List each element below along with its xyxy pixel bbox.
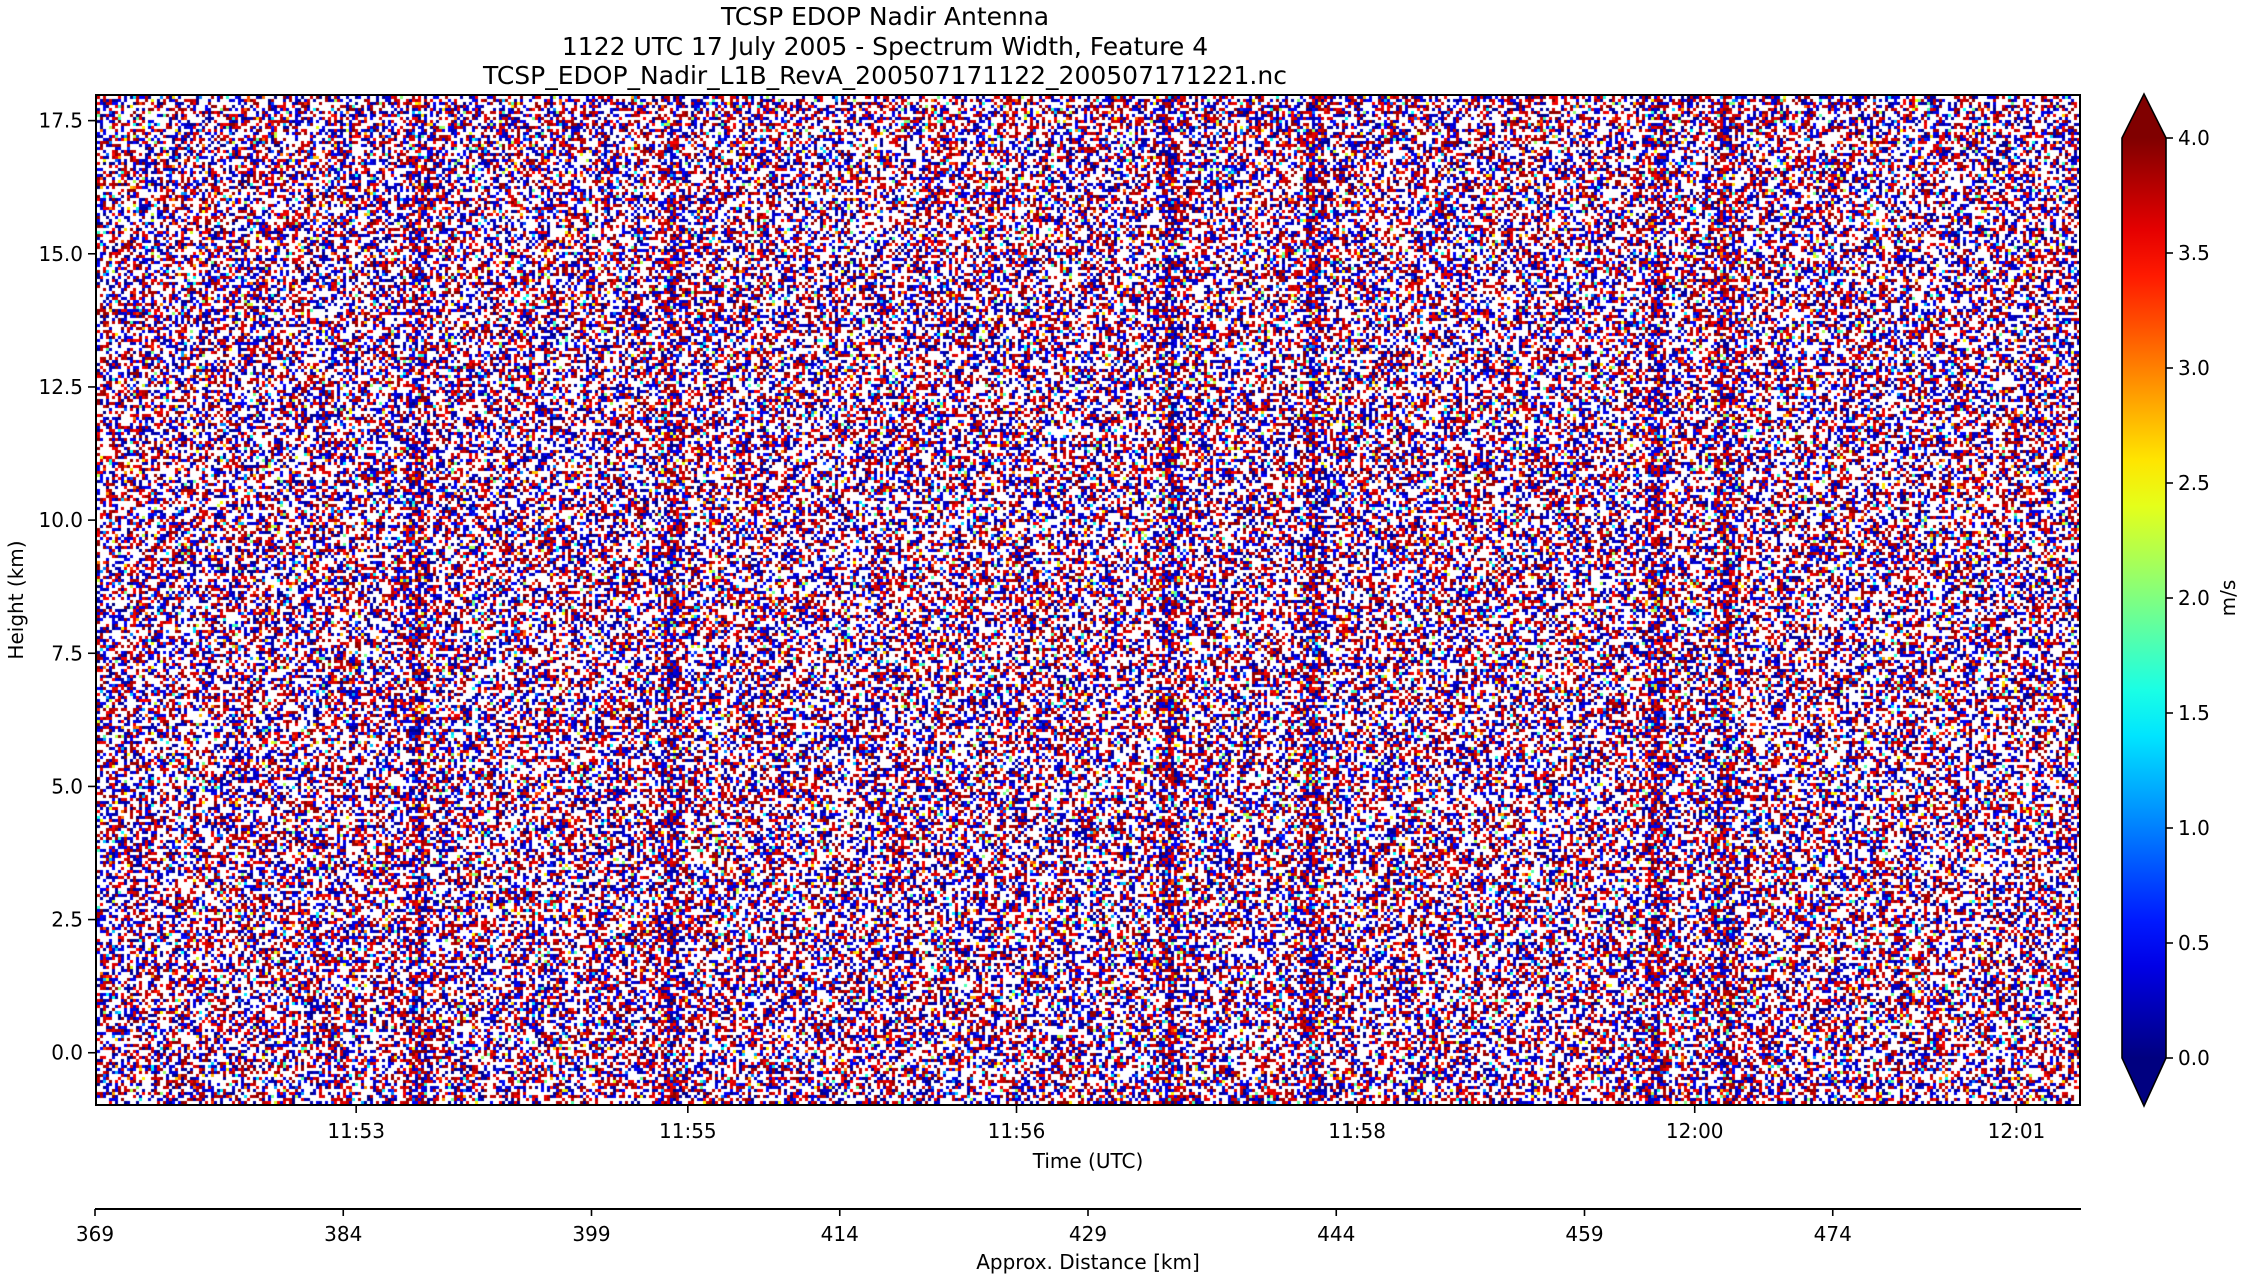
colorbar-gradient — [2122, 138, 2166, 1058]
spectrum-width-heatmap — [97, 96, 2079, 1104]
x-tick-label: 11:58 — [1328, 1119, 1386, 1143]
y-tick-label: 5.0 — [51, 774, 83, 798]
distance-axis-label: Approx. Distance [km] — [976, 1250, 1200, 1274]
colorbar-tick-label: 0.0 — [2178, 1046, 2210, 1070]
colorbar: 0.0 0.5 1.0 1.5 2.0 2.5 3.0 3.5 4.0 m/s — [2121, 92, 2240, 1108]
colorbar-tick-label: 1.0 — [2178, 816, 2210, 840]
y-tick-label: 7.5 — [51, 641, 83, 665]
colorbar-tick-label: 0.5 — [2178, 931, 2210, 955]
distance-tick-label: 369 — [76, 1222, 114, 1246]
y-tick-label: 10.0 — [38, 508, 83, 532]
x-tick-label: 11:55 — [659, 1119, 717, 1143]
colorbar-tick-label: 4.0 — [2178, 126, 2210, 150]
y-tick-label: 15.0 — [38, 242, 83, 266]
distance-tick-label: 399 — [572, 1222, 610, 1246]
y-tick-label: 0.0 — [51, 1041, 83, 1065]
colorbar-tick-label: 2.5 — [2178, 471, 2210, 495]
x-tick-label: 11:56 — [988, 1119, 1046, 1143]
distance-tick-label: 444 — [1317, 1222, 1355, 1246]
distance-tick-label: 474 — [1814, 1222, 1852, 1246]
chart-title-line-3: TCSP_EDOP_Nadir_L1B_RevA_200507171122_20… — [483, 61, 1287, 90]
distance-tick-label: 384 — [324, 1222, 362, 1246]
y-tick-label: 12.5 — [38, 375, 83, 399]
distance-tick-label: 429 — [1069, 1222, 1107, 1246]
x-tick-label: 12:00 — [1666, 1119, 1724, 1143]
chart-title-line-2: 1122 UTC 17 July 2005 - Spectrum Width, … — [561, 32, 1209, 61]
y-tick-label: 17.5 — [38, 109, 83, 133]
chart-title-line-1: TCSP EDOP Nadir Antenna — [720, 2, 1050, 31]
colorbar-label: m/s — [2216, 580, 2240, 617]
y-axis-label: Height (km) — [4, 540, 28, 659]
y-tick-label: 2.5 — [51, 908, 83, 932]
colorbar-tick-label: 3.5 — [2178, 241, 2210, 265]
colorbar-tick-label: 3.0 — [2178, 356, 2210, 380]
distance-tick-label: 414 — [821, 1222, 859, 1246]
x-tick-label: 12:01 — [1988, 1119, 2046, 1143]
distance-tick-label: 459 — [1565, 1222, 1603, 1246]
plot-area — [95, 94, 2081, 1106]
x-axis-label: Time (UTC) — [1032, 1149, 1144, 1173]
x-tick-label: 11:53 — [327, 1119, 385, 1143]
colorbar-tick-label: 1.5 — [2178, 701, 2210, 725]
colorbar-extend-bottom — [2122, 1058, 2166, 1106]
colorbar-tick-label: 2.0 — [2178, 586, 2210, 610]
colorbar-extend-top — [2122, 94, 2166, 138]
